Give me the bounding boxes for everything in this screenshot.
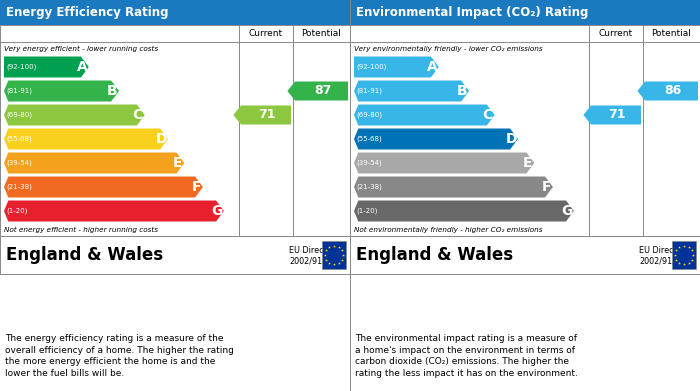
Bar	[350, 25, 700, 236]
Text: E: E	[173, 156, 182, 170]
Text: Current: Current	[599, 29, 633, 38]
Text: Potential: Potential	[302, 29, 342, 38]
Text: D: D	[155, 132, 167, 146]
Text: Current: Current	[249, 29, 283, 38]
Text: B: B	[457, 84, 468, 98]
Text: Energy Efficiency Rating: Energy Efficiency Rating	[6, 6, 169, 19]
Text: A: A	[76, 60, 88, 74]
Bar	[0, 0, 350, 25]
Bar	[0, 236, 350, 274]
Text: G: G	[561, 204, 573, 218]
Text: Very energy efficient - lower running costs: Very energy efficient - lower running co…	[4, 45, 158, 52]
Text: (55-68): (55-68)	[6, 136, 32, 142]
Polygon shape	[354, 104, 495, 126]
Text: 2002/91/EC: 2002/91/EC	[289, 256, 335, 265]
Polygon shape	[354, 201, 574, 221]
Text: England & Wales: England & Wales	[356, 246, 513, 264]
Text: (69-80): (69-80)	[356, 112, 382, 118]
Text: 86: 86	[664, 84, 681, 97]
Text: (1-20): (1-20)	[356, 208, 377, 214]
Bar	[322, 241, 346, 269]
Polygon shape	[4, 104, 145, 126]
Text: C: C	[133, 108, 143, 122]
Text: (81-91): (81-91)	[356, 88, 382, 94]
Text: (39-54): (39-54)	[6, 160, 32, 166]
Text: The environmental impact rating is a measure of
a home's impact on the environme: The environmental impact rating is a mea…	[355, 334, 578, 378]
Text: (21-38): (21-38)	[6, 184, 32, 190]
Polygon shape	[354, 152, 534, 174]
Bar	[350, 236, 700, 274]
Text: (21-38): (21-38)	[356, 184, 382, 190]
Text: (39-54): (39-54)	[356, 160, 382, 166]
Polygon shape	[583, 106, 641, 124]
Polygon shape	[4, 81, 119, 102]
Polygon shape	[4, 201, 224, 221]
Polygon shape	[288, 81, 348, 100]
Bar	[350, 0, 700, 25]
Text: 87: 87	[314, 84, 331, 97]
Polygon shape	[354, 57, 439, 77]
Text: E: E	[523, 156, 532, 170]
Text: F: F	[191, 180, 201, 194]
Text: EU Directive: EU Directive	[289, 246, 339, 255]
Polygon shape	[4, 176, 203, 197]
Polygon shape	[638, 81, 698, 100]
Text: F: F	[541, 180, 551, 194]
Text: EU Directive: EU Directive	[639, 246, 689, 255]
Text: Environmental Impact (CO₂) Rating: Environmental Impact (CO₂) Rating	[356, 6, 589, 19]
Text: (92-100): (92-100)	[356, 64, 386, 70]
Text: D: D	[505, 132, 517, 146]
Bar	[672, 241, 696, 269]
Text: (69-80): (69-80)	[6, 112, 32, 118]
Text: C: C	[483, 108, 493, 122]
Polygon shape	[4, 129, 168, 149]
Polygon shape	[354, 129, 518, 149]
Text: (92-100): (92-100)	[6, 64, 36, 70]
Text: England & Wales: England & Wales	[6, 246, 163, 264]
Text: Potential: Potential	[652, 29, 692, 38]
Text: The energy efficiency rating is a measure of the
overall efficiency of a home. T: The energy efficiency rating is a measur…	[5, 334, 234, 378]
Polygon shape	[354, 176, 553, 197]
Text: (55-68): (55-68)	[356, 136, 382, 142]
Text: (1-20): (1-20)	[6, 208, 27, 214]
Text: 71: 71	[608, 108, 626, 122]
Text: B: B	[107, 84, 118, 98]
Text: Not environmentally friendly - higher CO₂ emissions: Not environmentally friendly - higher CO…	[354, 226, 542, 233]
Text: A: A	[426, 60, 438, 74]
Polygon shape	[4, 57, 89, 77]
Polygon shape	[354, 81, 469, 102]
Text: Very environmentally friendly - lower CO₂ emissions: Very environmentally friendly - lower CO…	[354, 45, 542, 52]
Text: G: G	[211, 204, 223, 218]
Text: 71: 71	[258, 108, 276, 122]
Text: Not energy efficient - higher running costs: Not energy efficient - higher running co…	[4, 226, 158, 233]
Bar	[0, 25, 350, 236]
Text: 2002/91/EC: 2002/91/EC	[639, 256, 685, 265]
Polygon shape	[233, 106, 291, 124]
Polygon shape	[4, 152, 184, 174]
Text: (81-91): (81-91)	[6, 88, 32, 94]
